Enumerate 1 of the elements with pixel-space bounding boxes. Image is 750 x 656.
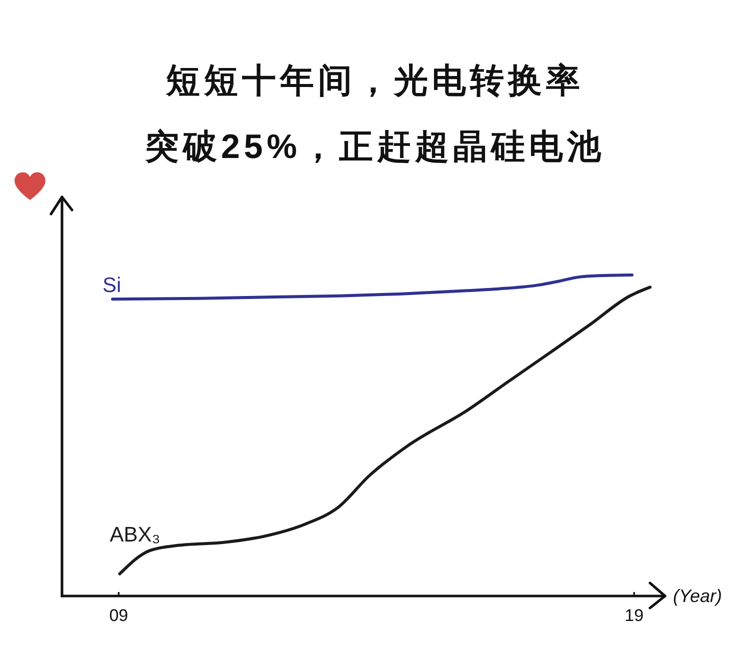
xlabel: (Year) xyxy=(673,586,722,606)
